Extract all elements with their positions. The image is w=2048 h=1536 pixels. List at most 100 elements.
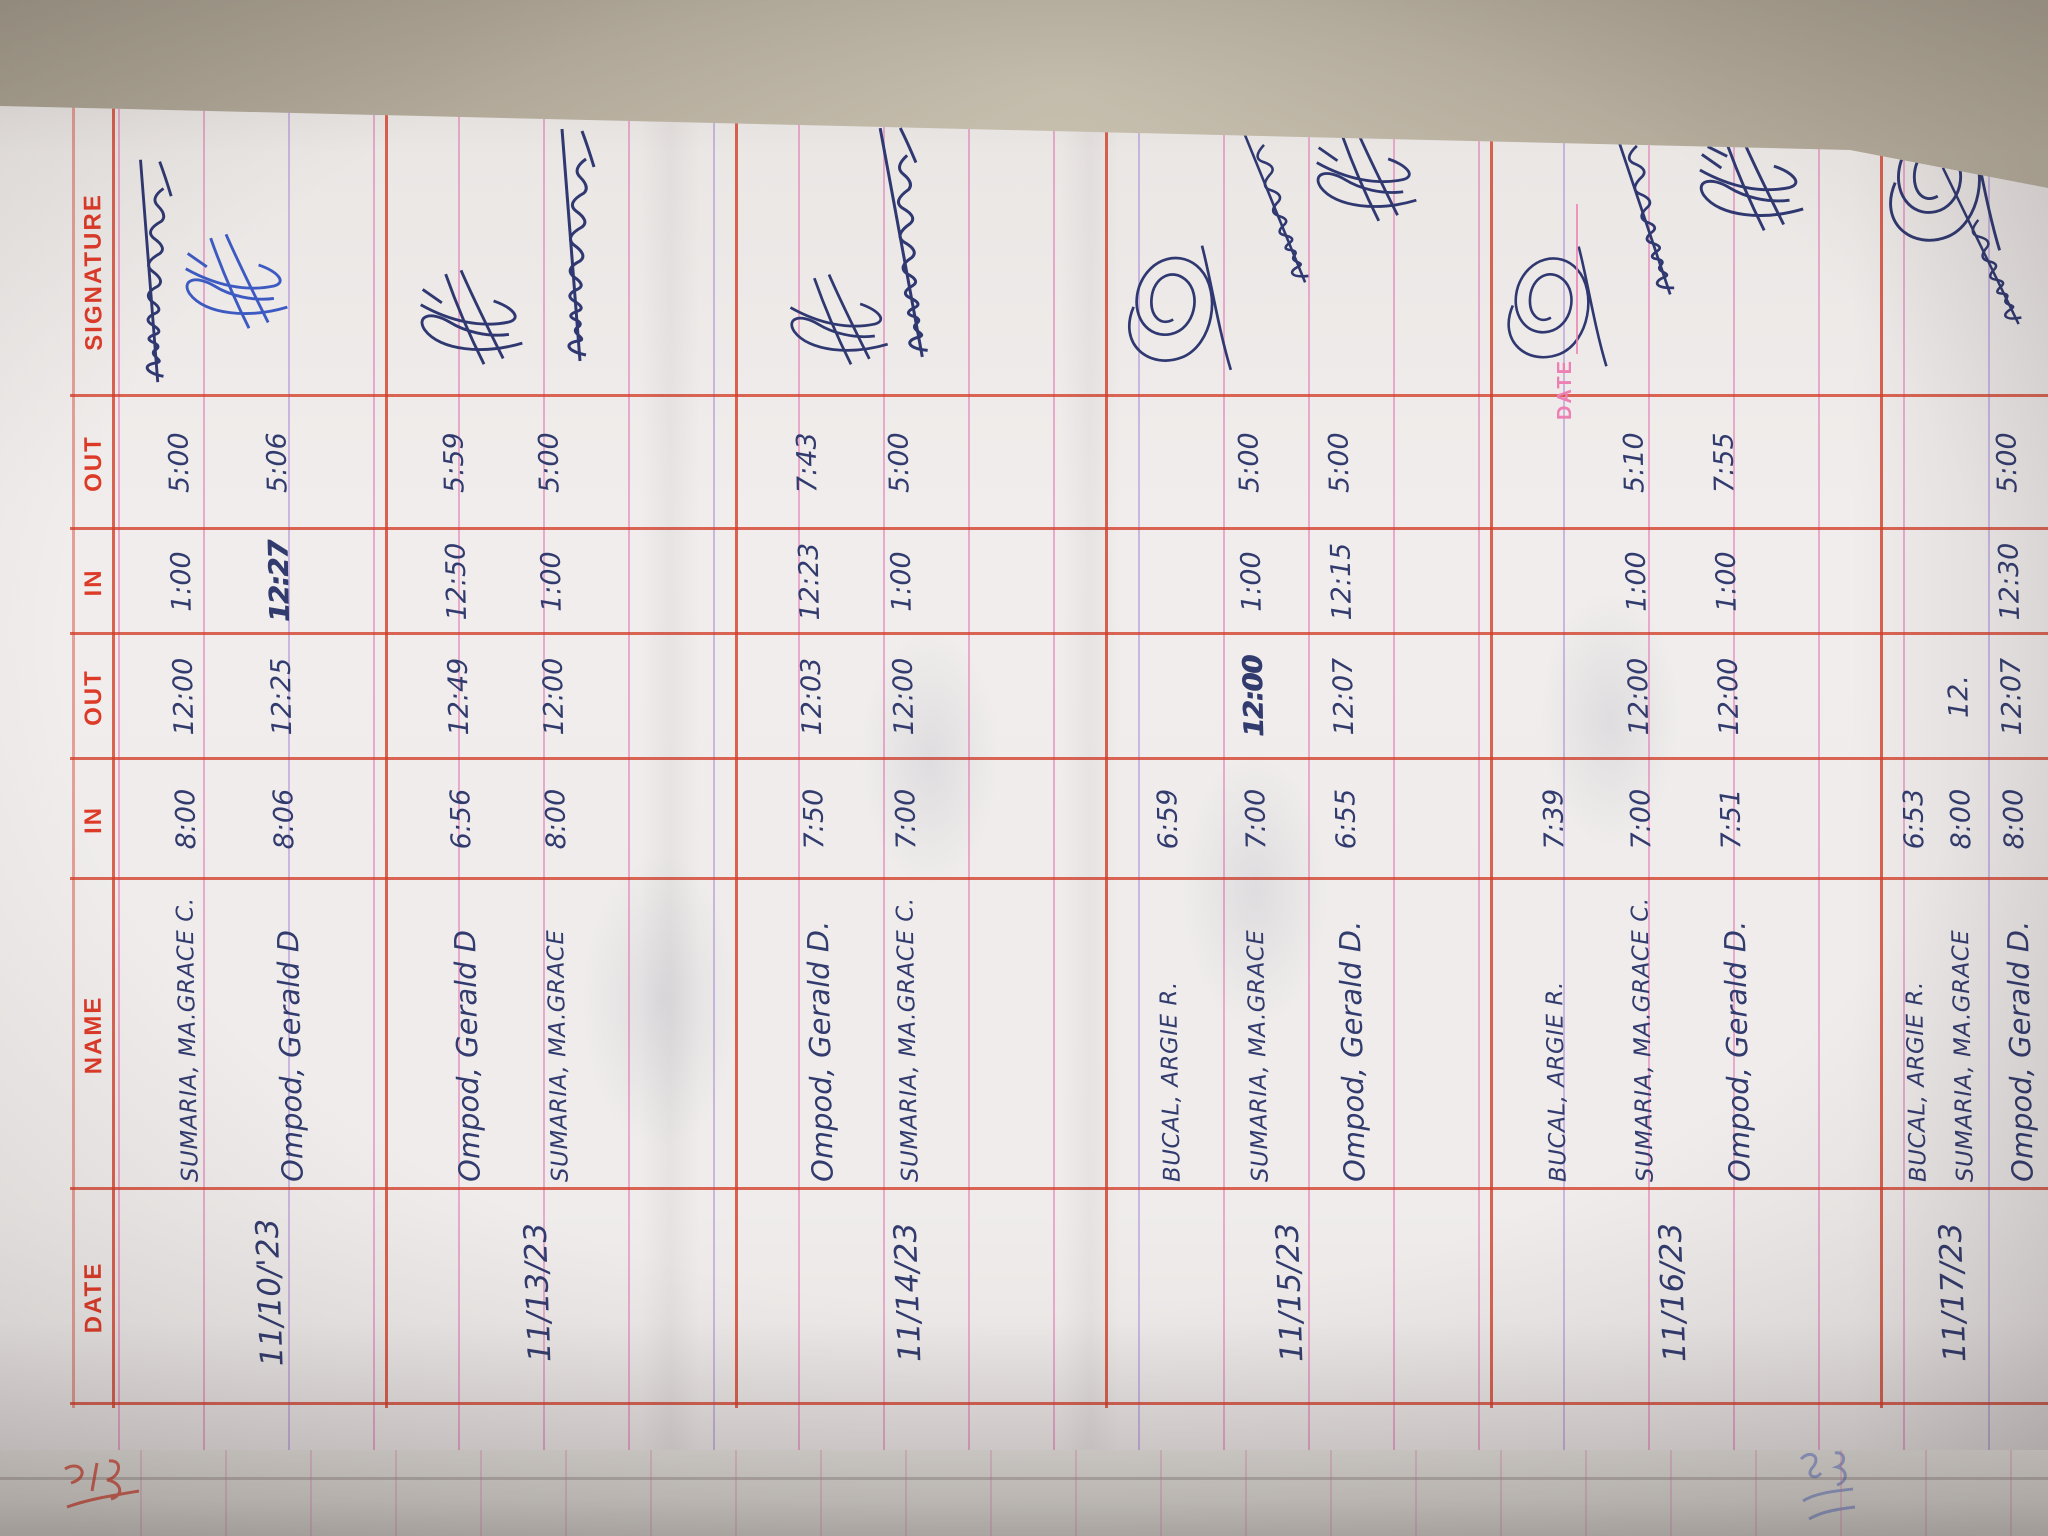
name-value: SUMARIA, MA.GRACE C. — [172, 897, 204, 1183]
time-out-pm: 5:00 — [533, 432, 566, 494]
name-value: Ompod, Gerald D. — [1332, 920, 1372, 1183]
under-page-red-scribble — [59, 1457, 145, 1517]
ink-bleed-smudge — [860, 630, 1000, 890]
time-in-am: 6:56 — [445, 788, 478, 850]
column-header-out-pm: OUT — [79, 435, 108, 492]
time-out-pm: 5:06 — [261, 432, 294, 494]
time-in-am: 6:55 — [1330, 788, 1363, 850]
time-in-am: 8:00 — [540, 788, 573, 850]
time-in-am: 6:53 — [1898, 788, 1931, 850]
time-in-pm — [1893, 530, 1895, 633]
time-in-pm — [1533, 530, 1535, 633]
time-out-noon: 12:49 — [442, 657, 476, 736]
time-in-pm: 12:30 — [1993, 542, 2026, 621]
table-grid-line — [70, 394, 2048, 397]
name-value: Ompod, Gerald D — [270, 929, 310, 1183]
signature-scribble-sumaria — [859, 112, 953, 368]
name-value: SUMARIA, MA.GRACE — [1947, 929, 1979, 1183]
column-header-name: NAME — [79, 995, 108, 1075]
time-in-am: 8:00 — [1998, 788, 2031, 850]
under-page-blue-marks — [1791, 1445, 1861, 1529]
ink-bleed-smudge — [1540, 590, 1680, 850]
time-out-pm: 5:00 — [1233, 432, 1266, 494]
name-value: SUMARIA, MA.GRACE C. — [892, 897, 924, 1183]
signature-flourish-ompod-blue — [180, 229, 299, 344]
time-in-pm — [1147, 530, 1149, 633]
time-out-pm: 5:00 — [1991, 432, 2024, 494]
time-out-pm — [1145, 397, 1148, 528]
time-out-noon: 12. — [1943, 674, 1975, 719]
time-out-noon: 12:07 — [1995, 657, 2029, 736]
column-header-signature: SIGNATURE — [79, 193, 108, 351]
signature-flourish-ompod — [785, 267, 899, 382]
name-value: Ompod, Gerald D — [447, 929, 487, 1183]
name-value: SUMARIA, MA.GRACE — [542, 929, 574, 1183]
ink-bleed-smudge — [1180, 750, 1330, 1030]
time-out-pm: 5:00 — [1323, 432, 1356, 494]
name-value: BUCAL, ARGIE R. — [1901, 981, 1932, 1183]
paper-crease — [640, 106, 700, 1450]
time-out-noon — [1895, 635, 1897, 758]
time-in-pm: 12:23 — [793, 542, 826, 621]
time-out-noon: 12:00 — [537, 657, 571, 736]
time-out-noon: 12:03 — [795, 657, 829, 736]
ruled-line — [713, 106, 715, 1450]
time-out-pm: 5:00 — [883, 432, 916, 494]
time-out-pm: 7:43 — [791, 432, 824, 494]
notebook-page: DATE NAME IN OUT IN OUT SIGNATURE 11/10/… — [0, 106, 2048, 1450]
name-value: Ompod, Gerald D. — [2000, 920, 2040, 1183]
signature-flourish-ompod — [1685, 132, 1824, 244]
time-in-pm: 1:00 — [1235, 551, 1268, 613]
signature-scribble-sumaria — [1210, 106, 1332, 295]
time-out-pm: 5:59 — [438, 432, 471, 494]
printed-date-underline — [1576, 204, 1578, 354]
signature-flourish-ompod — [1985, 106, 2048, 178]
time-in-pm: 12:15 — [1325, 542, 1358, 621]
time-out-pm: 5:00 — [163, 432, 196, 494]
printed-date-label: DATE — [1554, 359, 1577, 420]
table-grid-line — [1880, 106, 1883, 1408]
time-in-pm: 12:50 — [440, 542, 473, 621]
time-in-am: 7:50 — [798, 788, 831, 850]
column-header-in-pm: IN — [79, 568, 108, 597]
ruled-line — [1478, 106, 1480, 1450]
table-grid-line — [1105, 106, 1108, 1408]
time-out-pm: 5:10 — [1618, 432, 1651, 494]
time-in-pm: 1:00 — [885, 551, 918, 613]
name-value: Ompod, Gerald D. — [800, 920, 840, 1183]
time-out-noon — [1535, 635, 1537, 758]
time-in-pm: 1:00 — [1710, 551, 1743, 613]
signature-scribble-sumaria — [120, 154, 188, 384]
column-header-out-noon: OUT — [79, 669, 108, 726]
printed-date-text: DATE — [1554, 359, 1576, 420]
time-out-pm — [1531, 397, 1534, 528]
ruled-line — [1053, 106, 1055, 1450]
signature-scribble-bucal — [1492, 234, 1626, 384]
column-header-in-am: IN — [79, 805, 108, 835]
ruled-line — [373, 106, 375, 1450]
table-grid-line — [72, 106, 75, 1408]
paper-crease — [1060, 106, 1120, 1450]
time-out-pm — [1891, 397, 1894, 528]
time-out-noon: 12:25 — [265, 657, 299, 736]
name-value: SUMARIA, MA.GRACE C. — [1627, 897, 1659, 1183]
time-out-noon: 12:00 — [1237, 655, 1271, 738]
table-grid-line — [735, 106, 738, 1408]
table-grid-line — [112, 106, 115, 1408]
name-value: BUCAL, ARGIE R. — [1541, 981, 1572, 1183]
time-in-pm — [1940, 530, 1942, 633]
time-in-pm: 12:27 — [263, 540, 297, 623]
time-in-pm: 1:00 — [535, 551, 568, 613]
time-out-noon: 12:00 — [1712, 657, 1746, 736]
time-out-noon — [1149, 635, 1151, 758]
page-stack-edge — [0, 1477, 2048, 1480]
signature-flourish-ompod — [1300, 126, 1439, 234]
ruled-line — [1393, 106, 1395, 1450]
time-in-am: 8:06 — [268, 788, 301, 850]
ink-bleed-smudge — [580, 850, 740, 1150]
time-out-pm: 7:55 — [1708, 432, 1741, 494]
ruled-line — [628, 106, 630, 1450]
time-out-noon: 12:00 — [167, 657, 201, 736]
